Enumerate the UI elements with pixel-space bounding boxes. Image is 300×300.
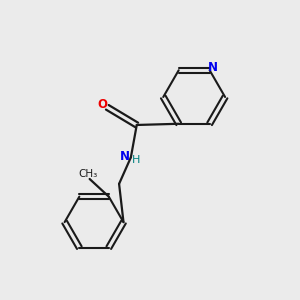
Text: H: H — [132, 155, 140, 165]
Text: N: N — [208, 61, 218, 74]
Text: CH₃: CH₃ — [79, 169, 98, 179]
Text: O: O — [97, 98, 107, 111]
Text: N: N — [119, 150, 129, 163]
